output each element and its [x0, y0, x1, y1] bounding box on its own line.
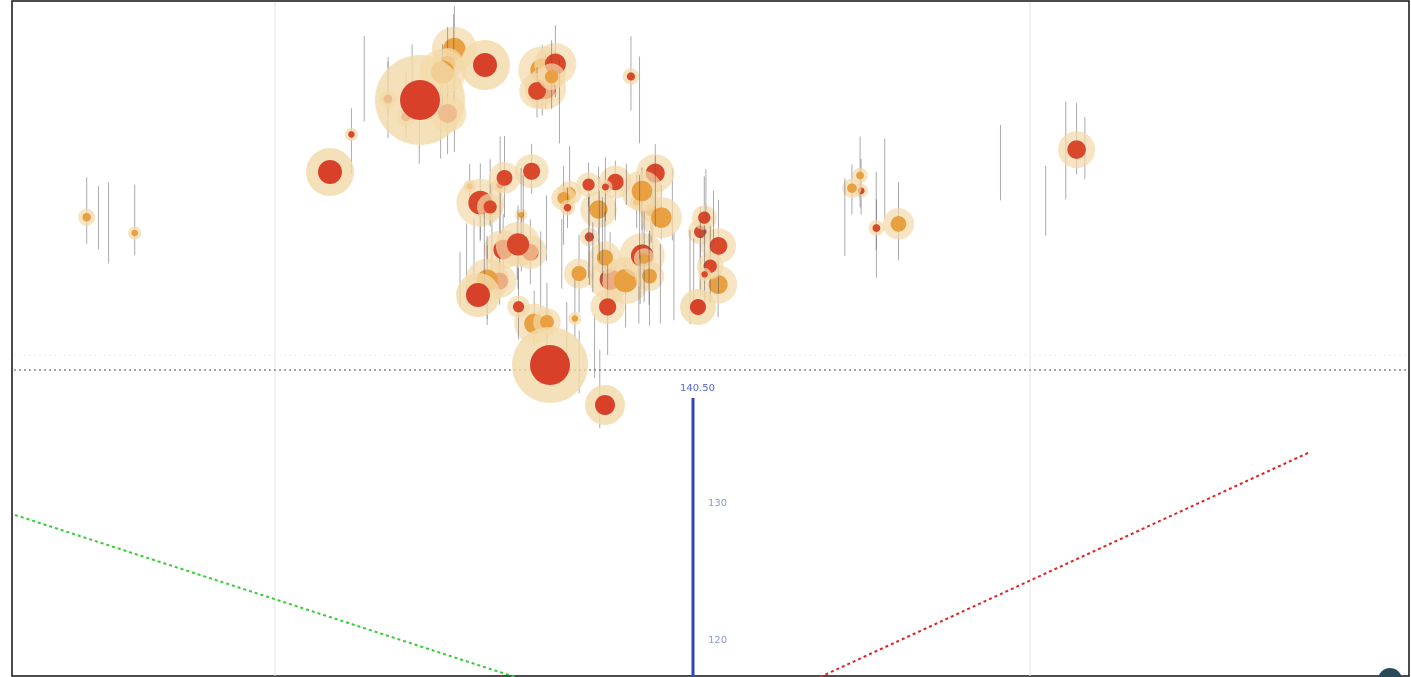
point: [506, 233, 530, 256]
point: [890, 216, 907, 232]
point: [483, 200, 497, 214]
point: [131, 229, 139, 237]
point: [512, 301, 525, 313]
point: [400, 80, 440, 120]
point: [563, 203, 572, 212]
point: [473, 53, 497, 77]
point: [599, 298, 617, 316]
point: [523, 162, 541, 180]
frame: [11, 0, 1410, 677]
point: [544, 70, 559, 84]
point: [856, 171, 864, 180]
point: [540, 314, 554, 329]
point: [571, 266, 587, 282]
axis-label: 120: [708, 635, 727, 646]
point: [348, 131, 355, 138]
point: [872, 224, 881, 232]
point: [631, 180, 653, 202]
point: [601, 183, 609, 191]
points: [78, 5, 1096, 429]
point: [709, 237, 728, 255]
point: [651, 207, 672, 228]
point: [698, 211, 711, 224]
point: [82, 212, 91, 222]
point: [466, 283, 490, 307]
point: [847, 183, 857, 194]
point: [690, 299, 706, 315]
point: [626, 72, 636, 81]
point: [595, 395, 615, 415]
corner-widget[interactable]: [1378, 668, 1402, 677]
point: [496, 169, 513, 186]
point: [589, 200, 608, 219]
point: [584, 232, 595, 242]
point: [596, 249, 613, 266]
point: [528, 82, 546, 100]
point: [1067, 140, 1086, 159]
point: [582, 178, 595, 191]
axis-label: 140.50: [680, 383, 715, 394]
axis-label: 130: [708, 498, 727, 509]
point: [530, 345, 570, 385]
point: [639, 253, 650, 264]
point: [571, 315, 579, 322]
point: [318, 160, 342, 184]
point: [518, 211, 525, 218]
point: [701, 271, 708, 278]
